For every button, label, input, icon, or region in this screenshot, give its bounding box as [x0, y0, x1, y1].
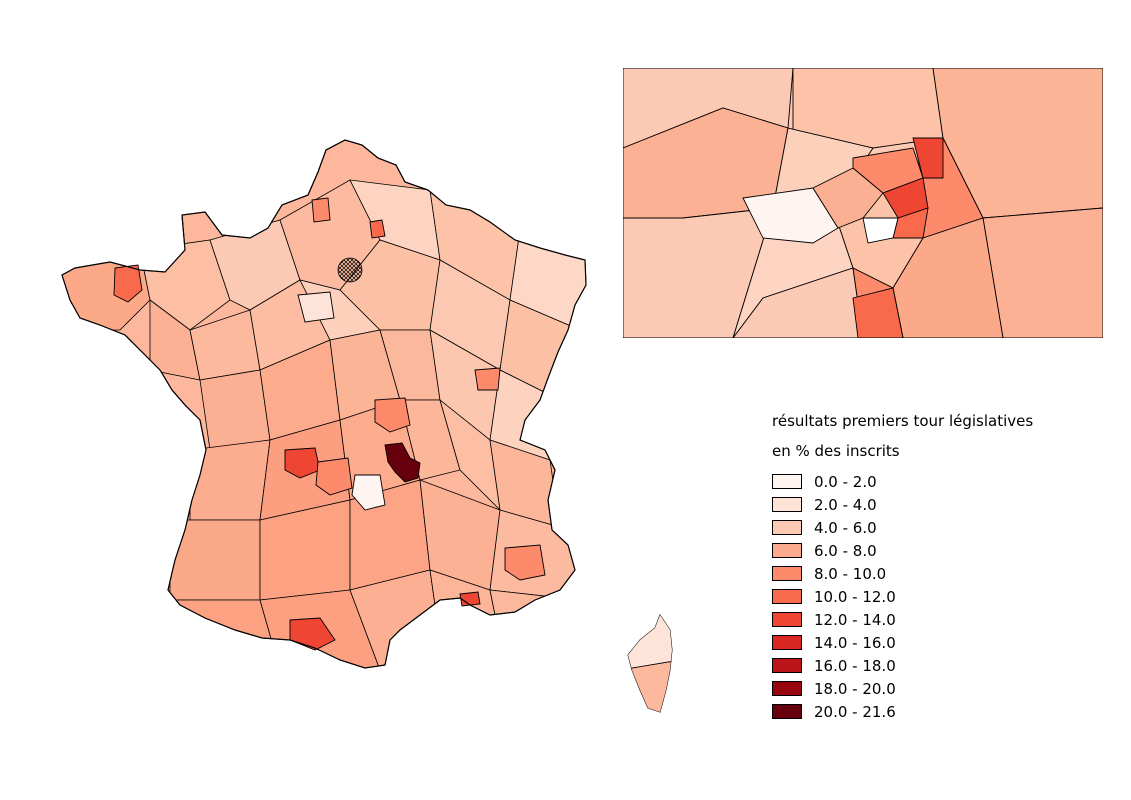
legend-label: 4.0 - 6.0: [814, 518, 877, 537]
legend-label: 16.0 - 18.0: [814, 656, 896, 675]
corsica-map: [627, 613, 673, 713]
legend: résultats premiers tour législatives en …: [772, 412, 1092, 723]
legend-item: 8.0 - 10.0: [772, 562, 1092, 585]
legend-swatch: [772, 635, 802, 650]
legend-swatch: [772, 543, 802, 558]
legend-label: 6.0 - 8.0: [814, 541, 877, 560]
legend-swatch: [772, 681, 802, 696]
legend-label: 8.0 - 10.0: [814, 564, 887, 583]
legend-subtitle: en % des inscrits: [772, 442, 900, 460]
legend-title: résultats premiers tour législatives: [772, 412, 1034, 430]
constituency-polygons: [62, 179, 586, 668]
legend-list: 0.0 - 2.0 2.0 - 4.0 4.0 - 6.0 6.0 - 8.0 …: [772, 470, 1092, 723]
legend-item: 12.0 - 14.0: [772, 608, 1092, 631]
legend-item: 4.0 - 6.0: [772, 516, 1092, 539]
legend-swatch: [772, 612, 802, 627]
legend-label: 20.0 - 21.6: [814, 702, 896, 721]
legend-item: 0.0 - 2.0: [772, 470, 1092, 493]
legend-swatch: [772, 497, 802, 512]
legend-item: 2.0 - 4.0: [772, 493, 1092, 516]
legend-item: 16.0 - 18.0: [772, 654, 1092, 677]
legend-swatch: [772, 704, 802, 719]
legend-swatch: [772, 658, 802, 673]
legend-label: 12.0 - 14.0: [814, 610, 896, 629]
legend-item: 6.0 - 8.0: [772, 539, 1092, 562]
legend-swatch: [772, 589, 802, 604]
legend-item: 18.0 - 20.0: [772, 677, 1092, 700]
paris-dense-area: [337, 257, 363, 283]
legend-swatch: [772, 566, 802, 581]
legend-item: 14.0 - 16.0: [772, 631, 1092, 654]
legend-label: 2.0 - 4.0: [814, 495, 877, 514]
legend-label: 14.0 - 16.0: [814, 633, 896, 652]
france-outline: [61, 139, 587, 669]
legend-item: 10.0 - 12.0: [772, 585, 1092, 608]
highlighted-constituencies: [113, 197, 546, 651]
legend-item: 20.0 - 21.6: [772, 700, 1092, 723]
legend-label: 18.0 - 20.0: [814, 679, 896, 698]
legend-swatch: [772, 520, 802, 535]
legend-label: 0.0 - 2.0: [814, 472, 877, 491]
legend-label: 10.0 - 12.0: [814, 587, 896, 606]
paris-inset-map: [623, 68, 1103, 338]
legend-swatch: [772, 474, 802, 489]
